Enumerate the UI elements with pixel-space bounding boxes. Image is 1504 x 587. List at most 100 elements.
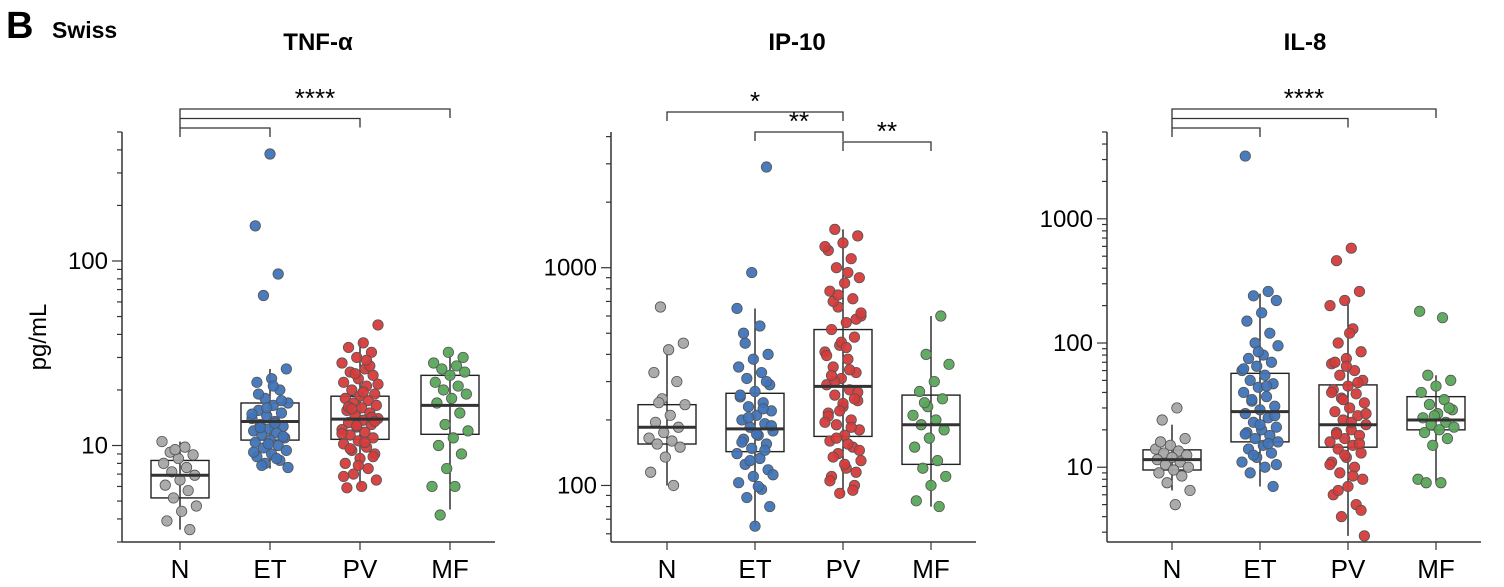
data-point [677, 337, 689, 349]
data-point [747, 353, 759, 365]
data-point [842, 438, 854, 450]
data-point [734, 389, 746, 401]
data-point [1339, 449, 1351, 461]
data-point [659, 451, 671, 463]
x-tick-label: ET [738, 554, 771, 584]
data-point [737, 327, 750, 339]
data-point [1355, 346, 1367, 358]
data-point [248, 446, 260, 458]
data-point [1239, 428, 1251, 440]
data-point [180, 461, 193, 474]
data-point [834, 487, 846, 499]
data-point [1254, 404, 1266, 416]
data-point [931, 455, 944, 467]
panel-letter: B [6, 5, 33, 47]
data-point [254, 422, 266, 434]
data-point [1443, 402, 1455, 414]
data-point [731, 448, 743, 460]
data-point [1420, 477, 1432, 489]
data-point [349, 368, 361, 380]
data-point [357, 386, 369, 398]
data-point [764, 500, 776, 513]
data-point [829, 223, 841, 235]
data-point [645, 466, 657, 478]
significance-label: ** [789, 106, 809, 136]
data-point [179, 441, 191, 453]
x-tick-label: PV [826, 554, 861, 584]
data-point [360, 354, 373, 366]
data-point [342, 341, 355, 354]
chart-1: TNF-α pg/mL 10 100 N ET PV MF **** [25, 29, 495, 584]
data-point [1344, 327, 1356, 339]
data-point [1337, 394, 1349, 406]
data-point [269, 417, 281, 429]
data-point [1352, 377, 1364, 389]
data-point [671, 375, 683, 388]
data-point [754, 320, 766, 332]
significance-bracket [1171, 108, 1437, 118]
data-point [156, 436, 168, 448]
data-point [741, 372, 753, 385]
y-tick-label: 100 [1053, 330, 1093, 357]
data-point [169, 444, 181, 456]
data-point [267, 380, 279, 392]
data-point [1272, 340, 1284, 352]
data-point [658, 426, 670, 439]
data-point [1332, 484, 1344, 497]
data-point [1269, 400, 1281, 412]
data-point [338, 376, 350, 388]
data-point [1254, 419, 1266, 431]
data-point [1259, 369, 1271, 381]
data-point [739, 337, 751, 349]
data-point [270, 452, 283, 465]
data-point [1357, 473, 1369, 485]
data-point [847, 484, 859, 496]
y-tick-label: 100 [557, 472, 597, 499]
data-point [1238, 386, 1250, 399]
data-point [918, 397, 931, 409]
data-point [1423, 398, 1436, 411]
data-point [1171, 402, 1183, 414]
data-point [855, 455, 867, 467]
data-point [749, 385, 761, 398]
y-tick-label: 10 [1066, 454, 1093, 481]
data-point [1265, 356, 1278, 368]
y-tick-label: 1000 [1040, 206, 1093, 233]
data-point [733, 477, 745, 489]
significance-label: **** [295, 83, 335, 113]
data-point [1332, 337, 1344, 349]
data-point [744, 455, 756, 467]
x-tick-label: ET [253, 554, 286, 584]
data-point [1427, 439, 1439, 451]
data-point [1330, 428, 1343, 440]
data-point [1415, 386, 1427, 399]
data-point [1342, 380, 1354, 392]
data-point [733, 361, 745, 373]
data-point [1184, 484, 1196, 497]
chart-title: IP-10 [768, 29, 825, 56]
data-point [1441, 432, 1454, 445]
data-point [933, 500, 945, 513]
data-point [852, 230, 864, 242]
data-point [848, 331, 861, 343]
data-point [275, 395, 288, 407]
data-point [1445, 374, 1457, 387]
data-point [1260, 391, 1273, 403]
significance-label: * [750, 86, 760, 116]
data-point [1179, 432, 1191, 445]
significance-bracket [179, 108, 451, 118]
data-point [843, 364, 856, 376]
data-point [848, 393, 861, 405]
data-point [760, 161, 773, 173]
data-point [272, 268, 284, 280]
data-point [1326, 386, 1338, 399]
x-tick-label: PV [1331, 554, 1366, 584]
data-point [1334, 467, 1346, 479]
data-point [751, 428, 763, 440]
data-point [840, 316, 852, 329]
data-point [1334, 369, 1346, 381]
data-point [282, 461, 294, 474]
data-point [1267, 480, 1279, 493]
data-point [1236, 456, 1248, 468]
data-point [1355, 504, 1367, 516]
